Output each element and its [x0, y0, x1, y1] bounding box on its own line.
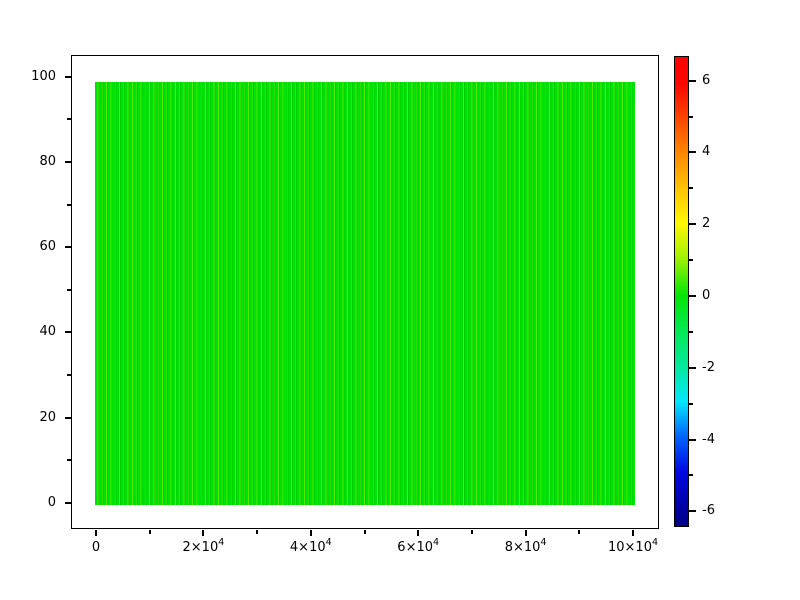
- y-axis-major-tick: [65, 331, 71, 334]
- x-axis-major-tick: [95, 530, 97, 536]
- colorbar-tick-label: -6: [702, 503, 715, 519]
- colorbar-tick-label: 0: [702, 288, 711, 303]
- x-axis-tick-label: 8×104: [504, 536, 547, 555]
- x-axis-minor-tick: [363, 530, 366, 534]
- x-axis-minor-tick: [578, 530, 581, 534]
- colorbar-major-tick: [689, 366, 696, 369]
- colorbar-tick-label: 2: [702, 216, 711, 232]
- y-axis-minor-tick: [67, 203, 71, 206]
- x-axis-minor-tick: [470, 530, 473, 534]
- y-axis-major-tick: [65, 502, 71, 504]
- colorbar-major-tick: [689, 295, 696, 297]
- x-axis-major-tick: [524, 530, 527, 536]
- y-axis-major-tick: [65, 75, 71, 78]
- y-axis-major-tick: [65, 246, 71, 249]
- colorbar-minor-tick: [689, 402, 693, 405]
- x-axis-major-tick: [202, 530, 205, 536]
- colorbar-major-tick: [689, 151, 696, 154]
- x-axis-major-tick: [309, 530, 312, 536]
- x-axis-tick-label: 0: [91, 540, 101, 555]
- colorbar: [674, 56, 689, 527]
- colorbar-minor-tick: [689, 259, 693, 262]
- colorbar-major-tick: [689, 79, 696, 82]
- x-axis-minor-tick: [256, 530, 259, 534]
- x-axis-tick-label: 2×104: [182, 536, 225, 555]
- colorbar-minor-tick: [689, 474, 693, 477]
- colorbar-major-tick: [689, 510, 696, 513]
- colorbar-minor-tick: [689, 187, 693, 190]
- y-axis-tick-label: 40: [39, 324, 56, 340]
- x-axis-tick-label: 6×104: [397, 536, 440, 555]
- colorbar-minor-tick: [689, 115, 693, 118]
- y-axis-tick-label: 60: [39, 239, 56, 255]
- colorbar-tick-label: -2: [702, 359, 715, 375]
- heatmap-field: [95, 82, 635, 505]
- y-axis-tick-label: 0: [47, 495, 56, 510]
- colorbar-minor-tick: [689, 330, 693, 333]
- y-axis-minor-tick: [67, 118, 71, 121]
- y-axis-tick-label: 80: [39, 153, 56, 169]
- x-axis-major-tick: [632, 530, 634, 536]
- x-axis-major-tick: [417, 530, 420, 536]
- x-axis-tick-label: 4×104: [289, 536, 332, 555]
- y-axis-minor-tick: [67, 459, 71, 462]
- y-axis-tick-label: 100: [31, 68, 56, 84]
- colorbar-major-tick: [689, 223, 696, 226]
- y-axis-tick-label: 20: [39, 409, 56, 425]
- x-axis-tick-label: 10×104: [607, 536, 659, 555]
- y-axis-major-tick: [65, 416, 71, 419]
- y-axis-minor-tick: [67, 288, 71, 291]
- x-axis-minor-tick: [148, 530, 151, 534]
- colorbar-tick-label: 4: [702, 144, 711, 160]
- colorbar-tick-label: 6: [702, 72, 711, 88]
- colorbar-tick-label: -4: [702, 431, 715, 447]
- y-axis-major-tick: [65, 160, 71, 163]
- y-axis-minor-tick: [67, 374, 71, 377]
- colorbar-major-tick: [689, 438, 696, 441]
